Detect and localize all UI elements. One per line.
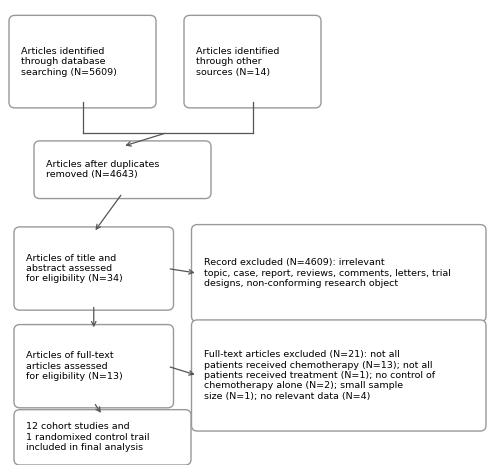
FancyBboxPatch shape — [34, 141, 211, 199]
FancyBboxPatch shape — [14, 227, 173, 310]
Text: Articles after duplicates
removed (N=4643): Articles after duplicates removed (N=464… — [46, 160, 160, 179]
Text: Articles identified
through other
sources (N=14): Articles identified through other source… — [196, 46, 280, 77]
Text: Articles identified
through database
searching (N=5609): Articles identified through database sea… — [21, 46, 117, 77]
FancyBboxPatch shape — [14, 325, 173, 408]
FancyBboxPatch shape — [192, 225, 486, 322]
FancyBboxPatch shape — [9, 15, 156, 108]
Text: 12 cohort studies and
1 randomixed control trail
included in final analysis: 12 cohort studies and 1 randomixed contr… — [26, 422, 150, 452]
Text: Record excluded (N=4609): irrelevant
topic, case, report, reviews, comments, let: Record excluded (N=4609): irrelevant top… — [204, 258, 450, 288]
FancyBboxPatch shape — [14, 410, 191, 465]
Text: Articles of full-text
articles assessed
for eligibility (N=13): Articles of full-text articles assessed … — [26, 351, 123, 381]
Text: Full-text articles excluded (N=21): not all
patients received chemotherapy (N=13: Full-text articles excluded (N=21): not … — [204, 350, 434, 401]
FancyBboxPatch shape — [184, 15, 321, 108]
FancyBboxPatch shape — [192, 320, 486, 431]
Text: Articles of title and
abstract assessed
for eligibility (N=34): Articles of title and abstract assessed … — [26, 253, 123, 284]
